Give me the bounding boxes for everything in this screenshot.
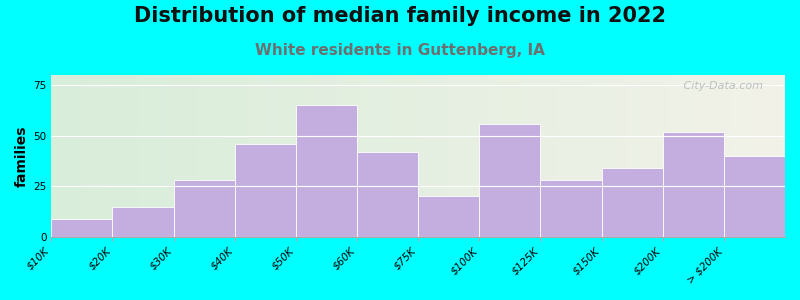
Bar (357, 152, 418, 237)
Bar (662, 132, 724, 237)
Text: Distribution of median family income in 2022: Distribution of median family income in … (134, 6, 666, 26)
Bar (541, 180, 602, 237)
Bar (479, 124, 541, 237)
Y-axis label: families: families (15, 125, 29, 187)
Bar (174, 180, 234, 237)
Bar (602, 168, 662, 237)
Bar (51, 219, 113, 237)
Bar (113, 206, 174, 237)
Bar (418, 196, 479, 237)
Bar (724, 156, 785, 237)
Text: White residents in Guttenberg, IA: White residents in Guttenberg, IA (255, 44, 545, 59)
Bar (296, 105, 357, 237)
Bar (234, 144, 296, 237)
Text: City-Data.com: City-Data.com (680, 82, 763, 92)
